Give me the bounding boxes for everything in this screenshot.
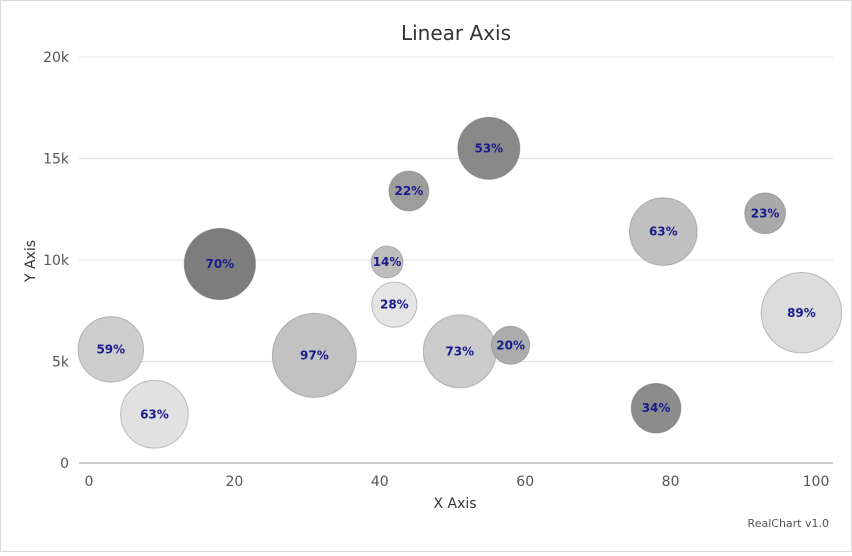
x-tick-label: 80: [662, 474, 680, 490]
bubble-label: 53%: [474, 141, 503, 155]
x-tick-label: 20: [225, 474, 243, 490]
bubble-label: 22%: [395, 184, 424, 198]
bubble-label: 14%: [373, 255, 402, 269]
bubble-label: 73%: [445, 344, 474, 358]
bubble-label: 97%: [300, 348, 329, 362]
y-axis-title: Y Axis: [23, 240, 39, 283]
bubble-point[interactable]: [183, 227, 257, 301]
bubble-label: 34%: [642, 401, 671, 415]
bubble-point[interactable]: [371, 281, 418, 328]
y-tick-label: 10k: [43, 253, 70, 269]
bubble-label: 59%: [96, 342, 125, 356]
bubble-point[interactable]: [271, 312, 357, 398]
bubble-point[interactable]: [760, 272, 843, 354]
chart-title: Linear Axis: [401, 21, 511, 45]
bubble-point[interactable]: [120, 379, 189, 449]
bubble-label: 28%: [380, 298, 409, 312]
bubble-point[interactable]: [77, 316, 145, 383]
bubble-layer: [77, 116, 843, 449]
y-tick-label: 20k: [43, 50, 70, 66]
bubble-point[interactable]: [457, 116, 521, 180]
x-tick-label: 100: [803, 474, 830, 490]
grid-layer: 0 5k 10k 15k 20k 0 20 40 60 80 100: [43, 50, 833, 490]
y-tick-label: 0: [60, 456, 69, 472]
bubble-point[interactable]: [491, 325, 531, 365]
bubble-label: 23%: [751, 206, 780, 220]
x-tick-label: 60: [516, 474, 534, 490]
bubble-point[interactable]: [370, 245, 404, 279]
bubble-label: 89%: [787, 306, 816, 320]
bubble-point[interactable]: [628, 197, 698, 266]
bubble-label: 63%: [140, 407, 169, 421]
bubble-point[interactable]: [388, 170, 430, 212]
x-tick-label: 40: [371, 474, 389, 490]
bubble-point[interactable]: [630, 382, 682, 434]
bubble-label: 70%: [205, 257, 234, 271]
y-tick-label: 5k: [52, 355, 70, 371]
bubble-label: 20%: [496, 338, 525, 352]
bubble-label: 63%: [649, 225, 678, 239]
bubble-point[interactable]: [744, 192, 787, 235]
credit-label: RealChart v1.0: [748, 517, 829, 530]
y-tick-label: 15k: [43, 152, 70, 168]
x-axis-title: X Axis: [433, 496, 476, 512]
x-tick-label: 0: [85, 474, 94, 490]
label-layer: 59% 63% 70% 97% 14% 28% 22% 73% 53% 20% 34% 63% 23% 8…: [96, 141, 815, 421]
